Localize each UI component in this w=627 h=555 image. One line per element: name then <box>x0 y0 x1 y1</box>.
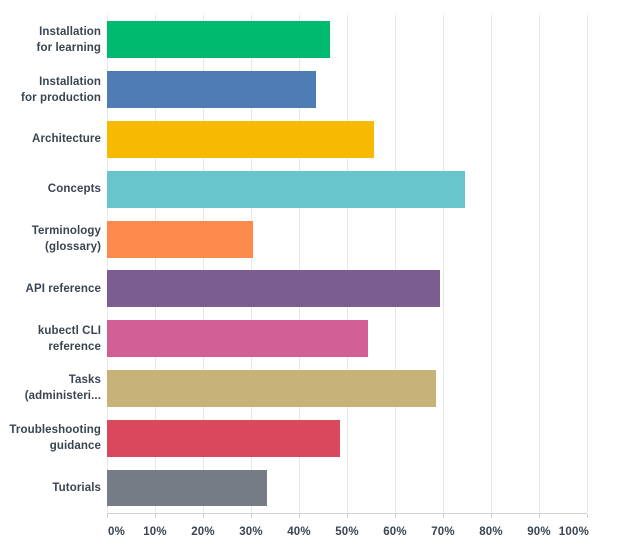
category-label-line: API reference <box>25 282 101 295</box>
bar-row-tasks-administeri <box>107 364 587 414</box>
x-tick-100pct <box>587 514 588 518</box>
bar-tutorials[interactable] <box>107 469 267 507</box>
category-label-line: reference <box>48 340 101 353</box>
bar-terminology-glossary[interactable] <box>107 220 253 258</box>
bar-architecture[interactable] <box>107 121 374 158</box>
gridline-20pct <box>203 15 204 513</box>
category-label-line: Architecture <box>32 133 101 146</box>
category-label-line: Terminology <box>31 224 101 237</box>
x-tick-70pct <box>443 514 444 518</box>
bar-kubectl-cli-reference[interactable] <box>107 320 369 358</box>
gridline-30pct <box>251 15 252 513</box>
category-label-line: Tutorials <box>52 482 101 495</box>
category-label-line: Troubleshooting <box>9 424 101 437</box>
category-label-line: (glossary) <box>45 241 101 254</box>
x-tick-50pct <box>347 514 348 518</box>
bar-row-installation-for-learning <box>107 15 587 65</box>
gridline-0pct <box>107 15 108 513</box>
bar-row-installation-for-production <box>107 65 587 115</box>
x-tick-label-90pct: 90% <box>527 526 551 538</box>
x-tick-10pct <box>155 514 156 518</box>
bar-api-reference[interactable] <box>107 270 441 308</box>
category-label-troubleshooting-guidance: Troubleshooting guidance <box>0 413 101 463</box>
bar-installation-for-learning[interactable] <box>107 21 331 59</box>
category-label-line: kubectl CLI <box>37 324 101 337</box>
bar-row-troubleshooting-guidance <box>107 413 587 463</box>
category-label-tasks-administeri: Tasks (administeri... <box>0 364 101 414</box>
bar-installation-for-production[interactable] <box>107 71 316 109</box>
plot-area <box>107 15 588 513</box>
category-label-line: Installation <box>39 75 101 88</box>
gridlines <box>107 15 588 513</box>
x-tick-label-40pct: 40% <box>287 526 311 538</box>
bar-concepts[interactable] <box>107 170 466 208</box>
x-tick-label-60pct: 60% <box>383 526 407 538</box>
x-tick-40pct <box>299 514 300 518</box>
category-label-installation-for-learning: Installation for learning <box>0 15 101 65</box>
bar-row-concepts <box>107 164 587 214</box>
x-tick-label-10pct: 10% <box>143 526 167 538</box>
x-tick-90pct <box>539 514 540 518</box>
bar-row-kubectl-cli-reference <box>107 314 587 364</box>
category-label-installation-for-production: Installation for production <box>0 65 101 115</box>
category-label-line: (administeri... <box>24 390 101 403</box>
category-label-line: for learning <box>36 41 101 54</box>
x-tick-label-30pct: 30% <box>239 526 263 538</box>
x-tick-30pct <box>251 514 252 518</box>
bar-row-tutorials <box>107 463 587 513</box>
gridline-10pct <box>155 15 156 513</box>
bar-tasks-administeri[interactable] <box>107 370 436 407</box>
x-tick-20pct <box>203 514 204 518</box>
gridline-40pct <box>299 15 300 513</box>
bar-row-terminology-glossary <box>107 214 587 264</box>
category-label-terminology-glossary: Terminology (glossary) <box>0 214 101 264</box>
bar-rows <box>107 15 587 513</box>
category-label-architecture: Architecture <box>0 115 101 165</box>
category-label-concepts: Concepts <box>0 164 101 214</box>
gridline-50pct <box>347 15 348 513</box>
gridline-70pct <box>443 15 444 513</box>
gridline-80pct <box>491 15 492 513</box>
x-axis: 0% 10% 20% 30% 40% 50% 60% 70% 80% 90% 100% <box>107 513 589 553</box>
gridline-100pct <box>587 15 588 513</box>
category-label-tutorials: Tutorials <box>0 463 101 513</box>
x-tick-label-50pct: 50% <box>335 526 359 538</box>
category-label-line: Concepts <box>47 183 101 196</box>
gridline-60pct <box>395 15 396 513</box>
gridline-90pct <box>539 15 540 513</box>
x-tick-label-0pct: 0% <box>108 526 126 538</box>
category-axis-labels: Installation for learning Installation for … <box>0 15 101 513</box>
bar-troubleshooting-guidance[interactable] <box>107 419 340 457</box>
x-tick-label-80pct: 80% <box>479 526 503 538</box>
category-label-api-reference: API reference <box>0 264 101 314</box>
bar-row-api-reference <box>107 264 587 314</box>
x-tick-0pct <box>107 514 108 518</box>
category-label-kubectl-cli-reference: kubectl CLI reference <box>0 314 101 364</box>
x-axis-line <box>107 513 587 514</box>
bar-row-architecture <box>107 115 587 165</box>
category-label-line: guidance <box>49 440 101 453</box>
x-tick-label-20pct: 20% <box>191 526 215 538</box>
category-label-line: Installation <box>39 25 101 38</box>
category-label-line: for production <box>21 91 101 104</box>
category-label-line: Tasks <box>68 374 101 387</box>
x-tick-80pct <box>491 514 492 518</box>
x-tick-label-100pct: 100% <box>558 526 589 538</box>
x-tick-60pct <box>395 514 396 518</box>
x-tick-label-70pct: 70% <box>431 526 455 538</box>
